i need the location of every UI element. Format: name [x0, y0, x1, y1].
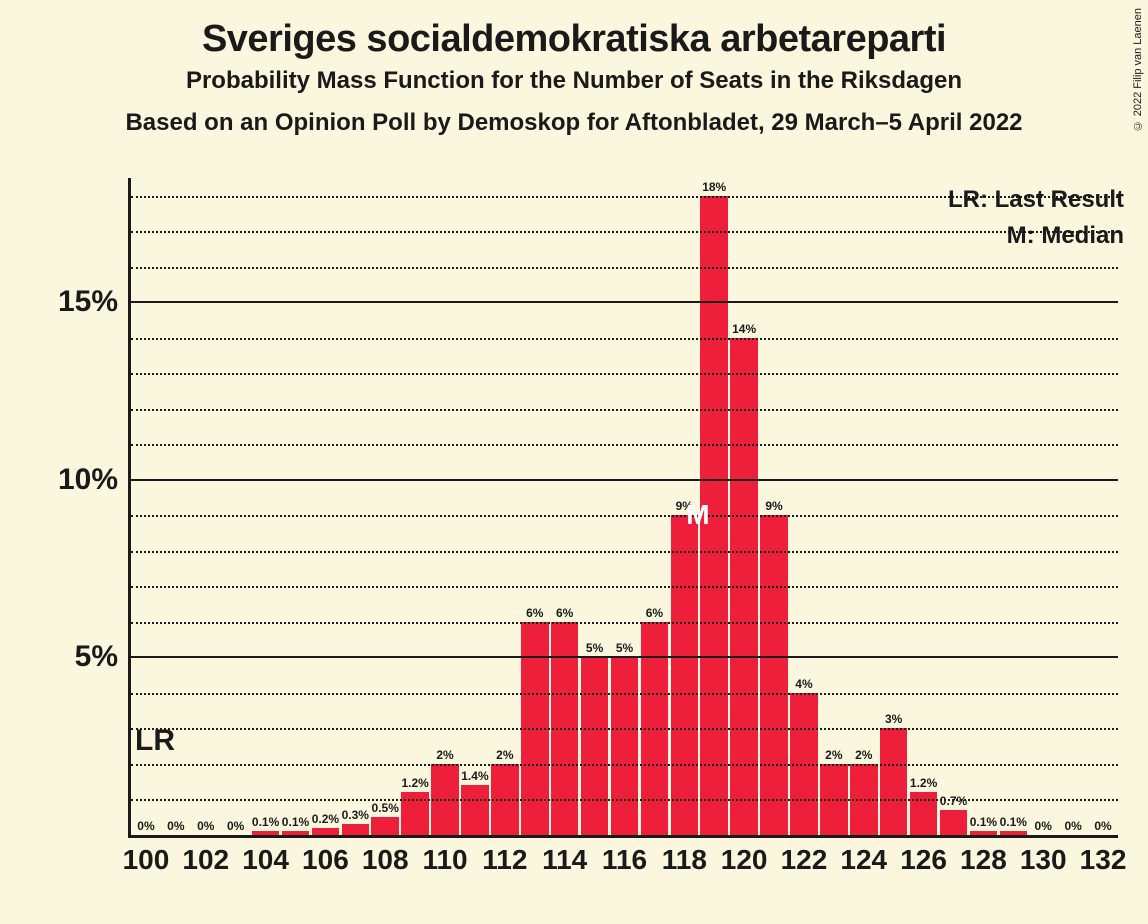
- x-tick-label: 122: [781, 844, 828, 876]
- gridline-minor: [131, 622, 1118, 624]
- x-tick-label: 108: [362, 844, 409, 876]
- bars-container: 0%0%0%0%0.1%0.1%0.2%0.3%0.5%1.2%2%1.4%2%…: [131, 178, 1118, 835]
- bar-value-label: 0.2%: [312, 812, 339, 828]
- bar: 0.3%: [342, 824, 370, 835]
- bar-value-label: 6%: [556, 606, 573, 622]
- gridline-minor: [131, 409, 1118, 411]
- bar: 5%: [611, 657, 639, 835]
- x-tick-label: 132: [1080, 844, 1127, 876]
- bar-value-label: 5%: [586, 641, 603, 657]
- bar-value-label: 6%: [526, 606, 543, 622]
- bar-value-label: 6%: [646, 606, 663, 622]
- gridline-major: [131, 301, 1118, 303]
- copyright-text: © 2022 Filip van Laenen: [1132, 8, 1144, 131]
- bar: 0.1%: [970, 831, 998, 835]
- bar-value-label: 0%: [197, 819, 214, 835]
- gridline-major: [131, 656, 1118, 658]
- bar: 0.1%: [282, 831, 310, 835]
- bar: 0.2%: [312, 828, 340, 835]
- x-tick-label: 118: [662, 844, 707, 876]
- bar: 3%: [880, 728, 908, 835]
- bar: 0.1%: [1000, 831, 1028, 835]
- bar: 9%: [671, 515, 699, 835]
- bar-value-label: 14%: [732, 322, 756, 338]
- bar-value-label: 0.1%: [252, 815, 279, 831]
- bar-value-label: 3%: [885, 712, 902, 728]
- bar-value-label: 0%: [1064, 819, 1081, 835]
- bar-value-label: 0%: [1035, 819, 1052, 835]
- x-tick-label: 110: [422, 844, 467, 876]
- x-axis: [128, 835, 1118, 838]
- bar: 0.5%: [371, 817, 399, 835]
- bar-value-label: 0%: [1094, 819, 1111, 835]
- bar-value-label: 2%: [855, 748, 872, 764]
- bar-value-label: 2%: [825, 748, 842, 764]
- bar-value-label: 2%: [436, 748, 453, 764]
- bar-value-label: 0.1%: [1000, 815, 1027, 831]
- median-marker: M: [686, 499, 709, 531]
- bar: 0.7%: [940, 810, 968, 835]
- x-tick-label: 130: [1020, 844, 1067, 876]
- bar-value-label: 0.3%: [342, 808, 369, 824]
- x-tick-label: 126: [900, 844, 947, 876]
- bar: 0.1%: [252, 831, 280, 835]
- y-tick-label: 15%: [58, 285, 118, 319]
- bar: 9%: [760, 515, 788, 835]
- gridline-minor: [131, 728, 1118, 730]
- y-tick-label: 10%: [58, 463, 118, 497]
- gridline-minor: [131, 693, 1118, 695]
- gridline-minor: [131, 586, 1118, 588]
- x-tick-label: 114: [542, 844, 587, 876]
- bar-value-label: 0%: [137, 819, 154, 835]
- bar-value-label: 0%: [227, 819, 244, 835]
- x-tick-label: 120: [721, 844, 768, 876]
- bar-value-label: 5%: [616, 641, 633, 657]
- bar-value-label: 18%: [702, 180, 726, 196]
- bar-value-label: 0.5%: [372, 801, 399, 817]
- x-tick-label: 100: [123, 844, 170, 876]
- bar-value-label: 1.4%: [461, 769, 488, 785]
- gridline-minor: [131, 799, 1118, 801]
- x-tick-label: 124: [840, 844, 887, 876]
- gridline-major: [131, 479, 1118, 481]
- x-tick-label: 112: [482, 844, 527, 876]
- bar-value-label: 0.1%: [970, 815, 997, 831]
- gridline-minor: [131, 231, 1118, 233]
- x-tick-label: 116: [602, 844, 647, 876]
- x-tick-label: 106: [302, 844, 349, 876]
- bar-value-label: 2%: [496, 748, 513, 764]
- chart-subtitle-1: Probability Mass Function for the Number…: [0, 67, 1148, 95]
- bar-value-label: 0%: [167, 819, 184, 835]
- bar-value-label: 1.2%: [910, 776, 937, 792]
- gridline-minor: [131, 764, 1118, 766]
- gridline-minor: [131, 551, 1118, 553]
- gridline-minor: [131, 338, 1118, 340]
- bar-value-label: 0.7%: [940, 794, 967, 810]
- bar-value-label: 1.2%: [401, 776, 428, 792]
- x-tick-label: 128: [960, 844, 1007, 876]
- bar: 5%: [581, 657, 609, 835]
- chart-subtitle-2: Based on an Opinion Poll by Demoskop for…: [0, 109, 1148, 137]
- bar-value-label: 9%: [765, 499, 782, 515]
- gridline-minor: [131, 515, 1118, 517]
- y-tick-label: 5%: [75, 640, 118, 674]
- gridline-minor: [131, 267, 1118, 269]
- chart-plot-area: 0%0%0%0%0.1%0.1%0.2%0.3%0.5%1.2%2%1.4%2%…: [128, 178, 1118, 838]
- lr-marker: LR: [135, 724, 175, 758]
- gridline-minor: [131, 196, 1118, 198]
- bar-value-label: 4%: [795, 677, 812, 693]
- bar-value-label: 0.1%: [282, 815, 309, 831]
- chart-title: Sveriges socialdemokratiska arbetarepart…: [0, 18, 1148, 61]
- x-tick-label: 102: [182, 844, 229, 876]
- x-tick-label: 104: [242, 844, 289, 876]
- gridline-minor: [131, 373, 1118, 375]
- bar: 1.4%: [461, 785, 489, 835]
- gridline-minor: [131, 444, 1118, 446]
